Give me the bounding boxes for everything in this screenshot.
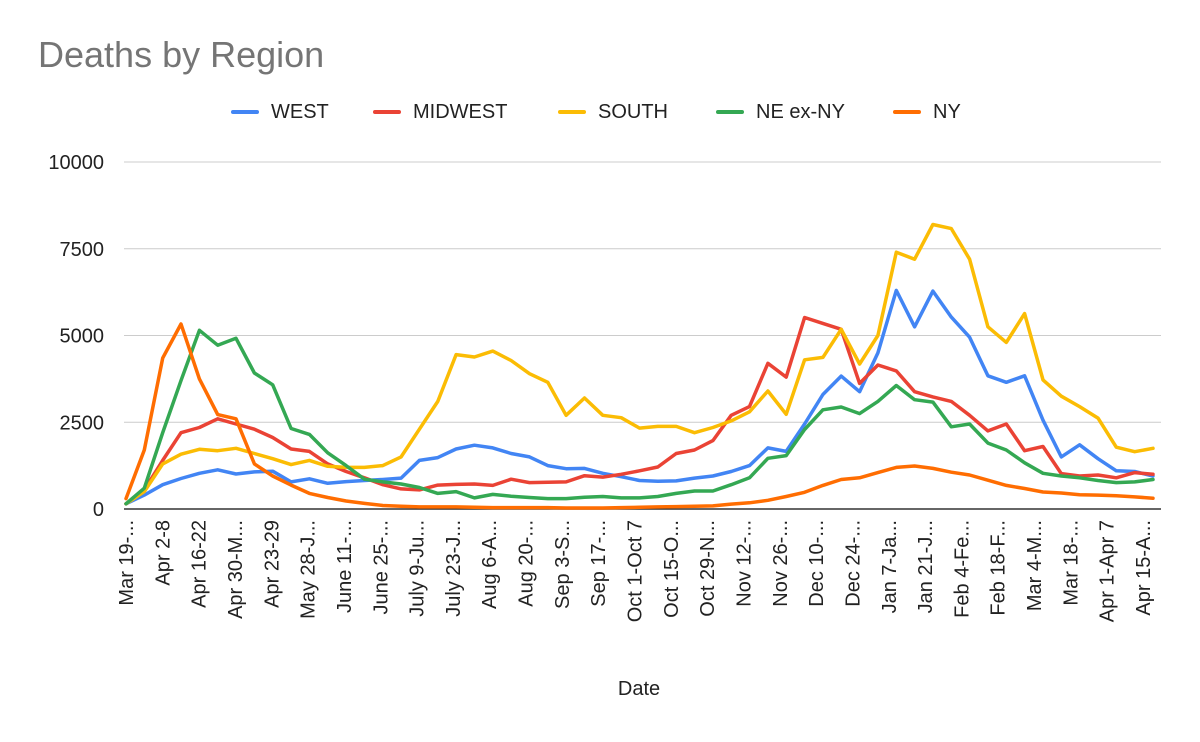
legend-label-ne-ex-ny: NE ex-NY	[756, 100, 845, 123]
gridlines	[124, 161, 1161, 510]
y-tick-label: 7500	[60, 239, 105, 261]
y-tick-label: 0	[93, 499, 104, 521]
chart-title: Deaths by Region	[38, 34, 325, 75]
y-tick-label: 10000	[48, 152, 104, 174]
legend-item-ny[interactable]: NY	[893, 96, 961, 128]
x-axis-ticks: Mar 19-... Apr 2-8 Apr 16-22 Apr 30-M... Apr…	[116, 520, 1155, 622]
legend-label-midwest: MIDWEST	[413, 100, 508, 123]
x-tick-label: Dec 10-...	[806, 520, 828, 607]
x-axis-title: Date	[617, 678, 661, 700]
x-tick-label: Mar 19-...	[116, 520, 138, 606]
legend-item-ne-ex-ny[interactable]: NE ex-NY	[716, 96, 845, 128]
legend-label-west: WEST	[271, 100, 329, 123]
x-tick-label: Aug 6-A...	[479, 520, 501, 609]
x-tick-label: Apr 1-Apr 7	[1097, 520, 1119, 622]
x-tick-label: Apr 23-29	[261, 520, 283, 608]
x-tick-label: July 9-Ju...	[407, 520, 429, 617]
series-line-ny[interactable]	[124, 322, 1155, 510]
legend-label-south: SOUTH	[598, 100, 668, 123]
x-tick-label: Mar 18-...	[1060, 520, 1082, 606]
x-tick-label: Jan 21-J...	[915, 520, 937, 613]
x-tick-label: Sep 3-S...	[552, 520, 574, 609]
legend-swatch-west	[231, 110, 259, 114]
legend-item-west[interactable]: WEST	[231, 96, 329, 128]
x-tick-label: May 28-J...	[298, 520, 320, 619]
x-tick-label: Oct 1-Oct 7	[625, 520, 647, 622]
legend-label-ny: NY	[933, 100, 961, 123]
y-tick-label: 2500	[60, 412, 105, 434]
legend-item-midwest[interactable]: MIDWEST	[373, 96, 507, 128]
x-tick-label: Apr 30-M...	[225, 520, 247, 619]
legend-swatch-south	[558, 110, 586, 114]
x-tick-label: Feb 4-Fe...	[951, 520, 973, 618]
x-tick-label: Jan 7-Ja...	[879, 520, 901, 613]
x-tick-label: June 11-...	[334, 520, 356, 613]
x-tick-label: July 23-J...	[443, 520, 465, 617]
x-tick-label: Oct 15-O...	[661, 520, 683, 618]
x-tick-label: Nov 26-...	[770, 520, 792, 607]
y-axis-ticks: 0 2500 5000 7500 10000	[48, 152, 104, 521]
x-tick-label: Apr 15-A...	[1133, 520, 1155, 616]
series-line-midwest[interactable]	[124, 315, 1155, 506]
legend-item-south[interactable]: SOUTH	[558, 96, 668, 128]
x-tick-label: Apr 2-8	[152, 520, 174, 586]
series-line-south[interactable]	[124, 222, 1155, 506]
x-tick-label: Mar 4-M...	[1024, 520, 1046, 611]
series-lines	[124, 222, 1155, 510]
x-tick-label: Apr 16-22	[189, 520, 211, 608]
x-tick-label: Dec 24-...	[842, 520, 864, 607]
x-tick-label: Feb 18-F...	[988, 520, 1010, 616]
x-tick-label: Oct 29-N...	[697, 520, 719, 617]
series-line-ne-ex-ny[interactable]	[124, 328, 1155, 506]
x-tick-label: Sep 17-...	[588, 520, 610, 607]
legend-swatch-ny	[893, 110, 921, 114]
x-tick-label: Aug 20-...	[516, 520, 538, 607]
x-tick-label: Nov 12-...	[733, 520, 755, 607]
legend: WEST MIDWEST SOUTH NE ex-NY NY	[0, 96, 1200, 128]
y-tick-label: 5000	[60, 326, 105, 348]
x-tick-label: June 25-...	[370, 520, 392, 615]
legend-swatch-ne-ex-ny	[716, 110, 744, 114]
legend-swatch-midwest	[373, 110, 401, 114]
series-line-west[interactable]	[124, 288, 1155, 506]
